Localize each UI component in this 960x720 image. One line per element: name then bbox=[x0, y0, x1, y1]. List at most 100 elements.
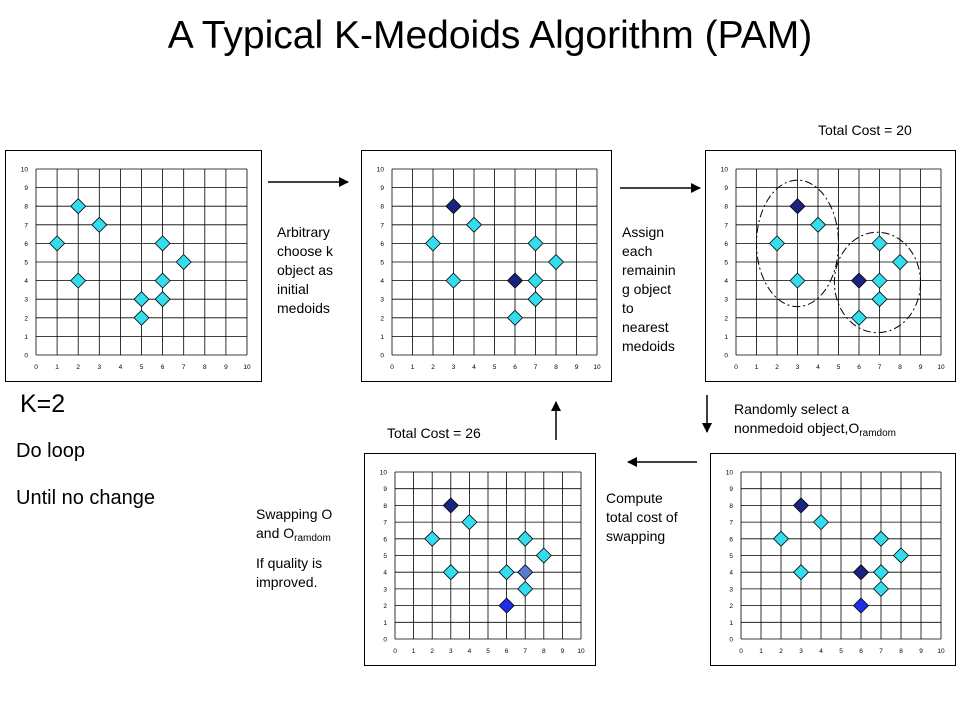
y-tick-label: 8 bbox=[24, 204, 28, 211]
medoid-point bbox=[792, 497, 810, 514]
y-tick-label: 5 bbox=[729, 553, 733, 560]
medoid-point bbox=[852, 564, 870, 581]
x-tick-label: 2 bbox=[76, 364, 80, 371]
y-tick-label: 10 bbox=[21, 167, 29, 174]
plot-swap: 0 0 1 1 2 2 3 3 4 4 5 5 6 6 7 7 8 8 9 9 10 10 bbox=[364, 453, 596, 666]
data-point bbox=[517, 530, 534, 547]
y-tick-label: 9 bbox=[729, 486, 733, 493]
x-tick-label: 0 bbox=[739, 648, 743, 655]
y-tick-label: 3 bbox=[724, 297, 728, 304]
total-cost-bottom: Total Cost = 26 bbox=[387, 425, 481, 441]
scatter-svg: 00 1 1 2 2 3 3 4 4 5 5 6 6 7 7 8 8 9 9 10 10 bbox=[377, 167, 601, 372]
plot-initial: 0 0 1 1 2 2 3 3 4 4 5 5 6 6 7 7 8 8 9 9 10 10 bbox=[5, 150, 262, 382]
data-point bbox=[154, 235, 171, 252]
swapped-point bbox=[517, 564, 534, 581]
y-tick-label: 10 bbox=[380, 470, 388, 477]
x-tick-label: 9 bbox=[224, 364, 228, 371]
step-swap: Swapping O and Oramdom If quality is imp… bbox=[256, 506, 333, 590]
y-tick-label: 2 bbox=[380, 315, 384, 322]
data-point bbox=[461, 514, 478, 531]
x-tick-label: 3 bbox=[97, 364, 101, 371]
y-tick-label: 1 bbox=[724, 334, 728, 341]
x-tick-label: 8 bbox=[898, 364, 902, 371]
until-label: Until no change bbox=[16, 487, 155, 509]
y-tick-label: 7 bbox=[380, 222, 384, 229]
x-tick-label: 5 bbox=[493, 364, 497, 371]
y-tick-label: 6 bbox=[729, 536, 733, 543]
y-tick-label: 7 bbox=[724, 222, 728, 229]
x-tick-label: 2 bbox=[431, 364, 435, 371]
x-tick-label: 10 bbox=[937, 364, 945, 371]
data-point bbox=[154, 291, 171, 308]
x-tick-label: 4 bbox=[119, 364, 123, 371]
y-tick-label: 2 bbox=[729, 603, 733, 610]
data-point bbox=[175, 253, 192, 271]
x-tick-label: 6 bbox=[505, 648, 509, 655]
data-point bbox=[871, 291, 888, 308]
x-tick-label: 7 bbox=[182, 364, 186, 371]
y-tick-label: 0 bbox=[24, 353, 28, 360]
y-tick-label: 3 bbox=[24, 297, 28, 304]
data-point bbox=[424, 530, 441, 547]
medoid-point bbox=[789, 198, 806, 215]
step-assign: Assign each remainin g object to nearest… bbox=[622, 224, 676, 354]
data-point bbox=[442, 564, 459, 581]
y-tick-label: 0 bbox=[383, 637, 387, 644]
data-point bbox=[70, 272, 87, 289]
x-tick-label: 7 bbox=[879, 648, 883, 655]
x-tick-label: 1 bbox=[55, 364, 59, 371]
data-point bbox=[891, 253, 909, 271]
data-point bbox=[871, 272, 888, 289]
data-point bbox=[789, 272, 806, 289]
x-tick-label: 1 bbox=[755, 364, 759, 371]
x-tick-label: 10 bbox=[243, 364, 251, 371]
data-point bbox=[892, 547, 910, 564]
data-point bbox=[812, 514, 830, 531]
x-tick-label: 6 bbox=[513, 364, 517, 371]
y-tick-label: 3 bbox=[383, 586, 387, 593]
y-tick-label: 9 bbox=[724, 185, 728, 192]
medoid-point bbox=[850, 272, 868, 289]
x-tick-label: 9 bbox=[575, 364, 579, 371]
x-tick-label: 8 bbox=[554, 364, 558, 371]
x-tick-label: 8 bbox=[542, 648, 546, 655]
data-point bbox=[872, 564, 890, 581]
data-point bbox=[809, 216, 827, 233]
data-point bbox=[506, 309, 524, 326]
y-tick-label: 7 bbox=[383, 520, 387, 527]
data-point bbox=[527, 291, 544, 308]
step-compute-cost: Compute total cost of swapping bbox=[606, 490, 678, 544]
x-tick-label: 0 bbox=[390, 364, 394, 371]
y-tick-label: 9 bbox=[383, 486, 387, 493]
step-choose-medoids: Arbitrary choose k object as initial med… bbox=[277, 224, 334, 316]
data-point bbox=[768, 235, 786, 252]
y-tick-label: 5 bbox=[724, 260, 728, 267]
data-point bbox=[465, 216, 483, 233]
data-point bbox=[872, 580, 890, 597]
x-tick-label: 10 bbox=[577, 648, 585, 655]
y-tick-label: 8 bbox=[380, 204, 384, 211]
y-tick-label: 9 bbox=[380, 185, 384, 192]
total-cost-top: Total Cost = 20 bbox=[818, 122, 912, 138]
y-tick-label: 5 bbox=[383, 553, 387, 560]
y-tick-label: 2 bbox=[383, 603, 387, 610]
data-point bbox=[547, 253, 565, 271]
data-point bbox=[70, 198, 87, 215]
y-tick-label: 7 bbox=[729, 520, 733, 527]
x-tick-label: 6 bbox=[161, 364, 165, 371]
page-title: A Typical K-Medoids Algorithm (PAM) bbox=[167, 14, 813, 57]
medoid-point bbox=[506, 272, 524, 289]
x-tick-label: 2 bbox=[430, 648, 434, 655]
x-tick-label: 1 bbox=[759, 648, 763, 655]
data-point bbox=[154, 272, 171, 289]
plot-assign: 0 0 1 1 2 2 3 3 4 4 5 5 6 6 7 7 8 8 9 9 10 10 bbox=[705, 150, 956, 382]
y-tick-label: 3 bbox=[729, 586, 733, 593]
x-tick-label: 4 bbox=[468, 648, 472, 655]
data-point bbox=[498, 564, 515, 581]
x-tick-label: 4 bbox=[819, 648, 823, 655]
y-tick-label: 7 bbox=[24, 222, 28, 229]
data-point bbox=[424, 235, 442, 252]
x-tick-label: 10 bbox=[593, 364, 601, 371]
x-tick-label: 1 bbox=[412, 648, 416, 655]
